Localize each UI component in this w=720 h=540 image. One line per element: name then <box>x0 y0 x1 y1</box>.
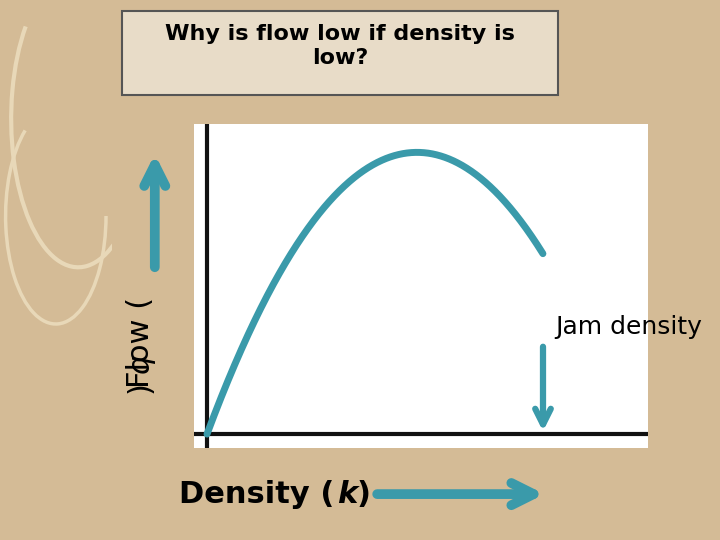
Text: Why is flow low if density is
low?: Why is flow low if density is low? <box>165 24 515 68</box>
Text: Density (: Density ( <box>179 480 335 509</box>
Text: ): ) <box>356 480 370 509</box>
Text: Jam density: Jam density <box>556 315 703 339</box>
Text: Flow (: Flow ( <box>126 297 155 388</box>
Text: q: q <box>126 354 155 373</box>
Text: k: k <box>337 480 357 509</box>
FancyBboxPatch shape <box>122 11 558 94</box>
Text: ): ) <box>126 381 155 393</box>
